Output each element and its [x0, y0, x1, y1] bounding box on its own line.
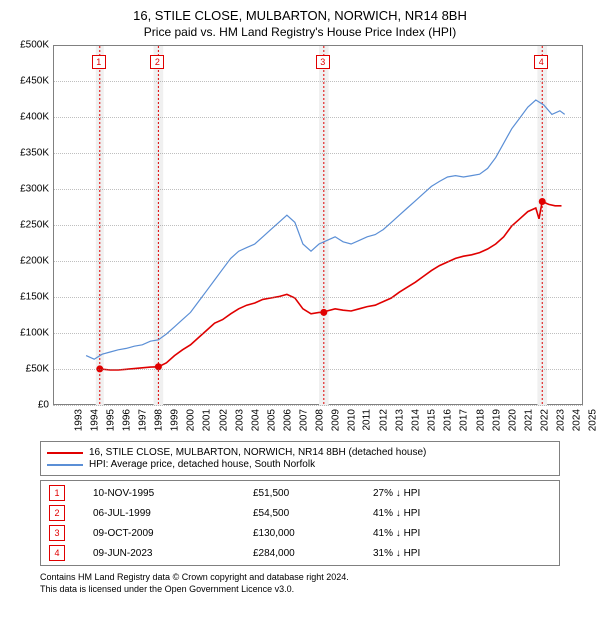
sale-date: 09-JUN-2023 — [93, 548, 253, 559]
sale-marker-1: 1 — [92, 55, 106, 69]
sale-date: 06-JUL-1999 — [93, 508, 253, 519]
x-tick-label: 2006 — [282, 409, 293, 431]
title-line-2: Price paid vs. HM Land Registry's House … — [10, 25, 590, 39]
sale-row: 4 09-JUN-2023£284,00031% ↓ HPI — [41, 543, 559, 563]
x-tick-label: 2002 — [218, 409, 229, 431]
gridline-y — [53, 117, 583, 118]
gridline-y — [53, 153, 583, 154]
footnote-line-1: Contains HM Land Registry data © Crown c… — [40, 572, 560, 584]
gridline-y — [53, 297, 583, 298]
sale-pct: 31% ↓ HPI — [373, 548, 473, 559]
legend-swatch — [47, 452, 83, 454]
x-tick-label: 2011 — [362, 409, 373, 431]
sale-date: 10-NOV-1995 — [93, 488, 253, 499]
legend-box: 16, STILE CLOSE, MULBARTON, NORWICH, NR1… — [40, 441, 560, 476]
x-tick-label: 2022 — [539, 409, 550, 431]
x-tick-label: 2017 — [459, 409, 470, 431]
sale-pct: 41% ↓ HPI — [373, 528, 473, 539]
x-tick-label: 2013 — [394, 409, 405, 431]
plot-svg — [54, 46, 584, 406]
x-tick-label: 1999 — [170, 409, 181, 431]
gridline-y — [53, 189, 583, 190]
x-tick-label: 2007 — [298, 409, 309, 431]
x-tick-label: 2016 — [443, 409, 454, 431]
y-tick-label: £500K — [13, 45, 49, 56]
legend-item: HPI: Average price, detached house, Sout… — [47, 459, 553, 470]
sale-price: £130,000 — [253, 528, 373, 539]
y-tick-label: £450K — [13, 81, 49, 92]
sale-row: 1 10-NOV-1995£51,50027% ↓ HPI — [41, 483, 559, 503]
x-tick-label: 1996 — [121, 409, 132, 431]
sale-row: 3 09-OCT-2009£130,00041% ↓ HPI — [41, 523, 559, 543]
x-tick-label: 1997 — [137, 409, 148, 431]
legend-swatch — [47, 464, 83, 466]
footnote-line-2: This data is licensed under the Open Gov… — [40, 584, 560, 596]
x-tick-label: 1995 — [105, 409, 116, 431]
x-tick-label: 2000 — [186, 409, 197, 431]
x-tick-label: 2021 — [523, 409, 534, 431]
x-tick-label: 2005 — [266, 409, 277, 431]
x-tick-label: 2024 — [571, 409, 582, 431]
y-tick-label: £150K — [13, 297, 49, 308]
gridline-y — [53, 333, 583, 334]
gridline-y — [53, 81, 583, 82]
sale-marker-3: 3 — [316, 55, 330, 69]
gridline-y — [53, 225, 583, 226]
x-tick-label: 2018 — [475, 409, 486, 431]
y-tick-label: £250K — [13, 225, 49, 236]
x-tick-label: 2023 — [555, 409, 566, 431]
y-tick-label: £350K — [13, 153, 49, 164]
sale-marker-2: 2 — [150, 55, 164, 69]
sale-pct: 41% ↓ HPI — [373, 508, 473, 519]
chart-area: £0 £50K £100K £150K £200K £250K £300K £350K £400… — [13, 45, 587, 435]
x-tick-label: 2010 — [346, 409, 357, 431]
y-tick-label: £300K — [13, 189, 49, 200]
gridline-y — [53, 369, 583, 370]
legend-label: HPI: Average price, detached house, Sout… — [89, 459, 315, 470]
x-tick-label: 1994 — [89, 409, 100, 431]
sale-badge: 1 — [49, 485, 65, 501]
sale-price: £284,000 — [253, 548, 373, 559]
sale-badge: 2 — [49, 505, 65, 521]
x-tick-label: 2025 — [587, 409, 598, 431]
gridline-y — [53, 405, 583, 406]
gridline-y — [53, 45, 583, 46]
x-tick-label: 1998 — [154, 409, 165, 431]
y-tick-label: £100K — [13, 333, 49, 344]
legend-item: 16, STILE CLOSE, MULBARTON, NORWICH, NR1… — [47, 447, 553, 458]
x-tick-label: 2020 — [507, 409, 518, 431]
y-tick-label: £200K — [13, 261, 49, 272]
sale-point — [320, 309, 327, 316]
sale-row: 2 06-JUL-1999£54,50041% ↓ HPI — [41, 503, 559, 523]
gridline-y — [53, 261, 583, 262]
sale-badge: 3 — [49, 525, 65, 541]
sale-price: £54,500 — [253, 508, 373, 519]
sales-table: 1 10-NOV-1995£51,50027% ↓ HPI 2 06-JUL-1999… — [40, 480, 560, 566]
footnote: Contains HM Land Registry data © Crown c… — [40, 572, 560, 595]
sale-price: £51,500 — [253, 488, 373, 499]
title-line-1: 16, STILE CLOSE, MULBARTON, NORWICH, NR1… — [10, 8, 590, 23]
x-tick-label: 2004 — [250, 409, 261, 431]
legend-label: 16, STILE CLOSE, MULBARTON, NORWICH, NR1… — [89, 447, 426, 458]
sale-marker-4: 4 — [534, 55, 548, 69]
x-tick-label: 2003 — [234, 409, 245, 431]
y-tick-label: £0 — [13, 405, 49, 416]
y-tick-label: £400K — [13, 117, 49, 128]
x-tick-label: 2014 — [411, 409, 422, 431]
sale-pct: 27% ↓ HPI — [373, 488, 473, 499]
x-tick-label: 1993 — [73, 409, 84, 431]
x-tick-label: 2015 — [427, 409, 438, 431]
x-tick-label: 2008 — [314, 409, 325, 431]
sale-date: 09-OCT-2009 — [93, 528, 253, 539]
x-tick-label: 2001 — [202, 409, 213, 431]
y-tick-label: £50K — [13, 369, 49, 380]
x-tick-label: 2009 — [330, 409, 341, 431]
sale-badge: 4 — [49, 545, 65, 561]
x-tick-label: 2019 — [491, 409, 502, 431]
sale-point — [539, 198, 546, 205]
x-tick-label: 2012 — [378, 409, 389, 431]
series-price-paid — [100, 202, 562, 371]
